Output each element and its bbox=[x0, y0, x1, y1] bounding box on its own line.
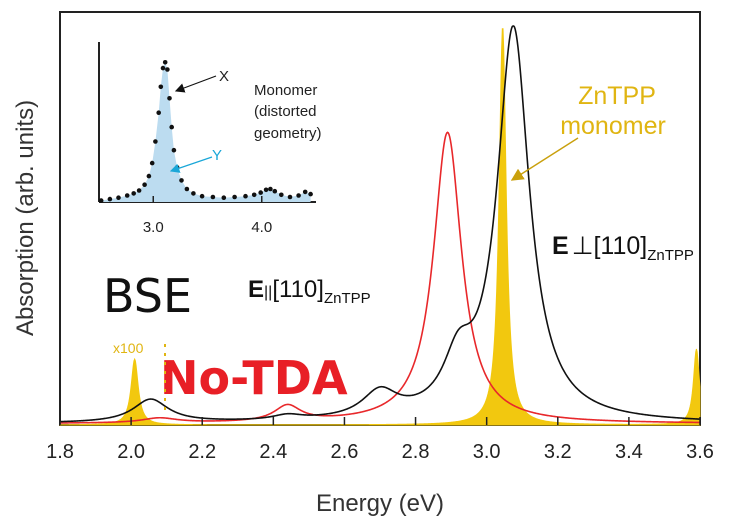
inset-dot bbox=[279, 192, 284, 198]
inset-dot bbox=[221, 195, 227, 200]
inset-label-x: X bbox=[219, 68, 229, 85]
series-e-parallel-line bbox=[60, 131, 701, 424]
inset-dot bbox=[160, 65, 166, 71]
inset-note-line-1: Monomer bbox=[254, 82, 317, 99]
x-axis-title: Energy (eV) bbox=[316, 490, 444, 517]
inset-tick-label: 3.0 bbox=[143, 219, 164, 236]
x-tick-label: 2.6 bbox=[331, 441, 359, 463]
inset-dotted-curve bbox=[98, 60, 313, 203]
inset-dot bbox=[199, 193, 205, 199]
inset-dot bbox=[156, 110, 161, 115]
x-tick-label: 3.6 bbox=[686, 441, 714, 463]
inset-dot bbox=[162, 60, 168, 65]
series-e-perpendicular bbox=[59, 25, 701, 423]
y-axis-title: Absorption (arb. units) bbox=[12, 100, 39, 336]
inset-dot bbox=[158, 84, 164, 90]
inset-tick-label: 4.0 bbox=[251, 219, 272, 236]
inset-dot bbox=[124, 193, 130, 198]
x-tick-label: 3.2 bbox=[544, 441, 572, 463]
bse-label: BSE bbox=[103, 269, 192, 323]
inset-dot bbox=[210, 194, 216, 200]
inset-dot bbox=[107, 196, 113, 202]
inset-fill-area bbox=[101, 62, 311, 202]
series-zntpp-monomer bbox=[59, 28, 701, 426]
inset-dot bbox=[167, 96, 172, 101]
inset-dot bbox=[258, 190, 264, 195]
x100-label: x100 bbox=[113, 340, 144, 356]
inset-x-ticks: 3.0 4.0 bbox=[143, 196, 272, 236]
x-tick-label: 3.0 bbox=[473, 441, 501, 463]
inset-dot bbox=[243, 193, 248, 199]
x-tick-label: 2.2 bbox=[188, 441, 216, 463]
inset-dot bbox=[131, 191, 136, 196]
inset-dot bbox=[146, 173, 152, 179]
inset-dot bbox=[142, 182, 147, 187]
series-zntpp-monomer-area bbox=[59, 28, 701, 426]
inset-dot bbox=[136, 188, 142, 193]
inset-dot bbox=[302, 189, 308, 195]
inset-dot bbox=[287, 194, 293, 200]
inset-dot bbox=[308, 191, 313, 197]
inset-dot bbox=[272, 188, 278, 194]
x-axis-ticks: 1.8 2.0 2.2 2.4 2.6 2.8 3.0 3.2 3.4 3.6 bbox=[46, 417, 714, 463]
monomer-arrow bbox=[510, 137, 579, 181]
inset-dot bbox=[263, 187, 269, 193]
e-parallel-label: E||[110]ZnTPP bbox=[248, 276, 371, 307]
inset-dot bbox=[149, 160, 155, 166]
inset-note-line-2: (distorted bbox=[254, 103, 317, 120]
monomer-label-line-2: monomer bbox=[560, 112, 666, 140]
no-tda-label: No-TDA bbox=[160, 351, 348, 405]
inset-arrow-y bbox=[169, 156, 213, 173]
inset-dot bbox=[169, 124, 174, 130]
inset-note-line-3: geometry) bbox=[254, 125, 322, 142]
inset-dot bbox=[251, 192, 257, 198]
monomer-label-line-1: ZnTPP bbox=[578, 82, 656, 110]
inset-dot bbox=[98, 198, 104, 203]
inset-dot bbox=[184, 186, 190, 192]
x-tick-label: 2.0 bbox=[117, 441, 145, 463]
e-perp-label: E ⊥[110]ZnTPP bbox=[552, 232, 694, 264]
x-tick-label: 1.8 bbox=[46, 441, 74, 463]
series-e-parallel bbox=[60, 131, 701, 424]
inset-dot bbox=[165, 67, 170, 72]
inset-dot bbox=[171, 147, 177, 153]
inset-plot: 3.0 4.0 Monomer (distorted geometry) X Y bbox=[98, 42, 322, 236]
x-tick-label: 2.8 bbox=[402, 441, 430, 463]
inset-dot bbox=[116, 195, 121, 200]
x-tick-label: 2.4 bbox=[259, 441, 287, 463]
inset-arrow-x bbox=[174, 75, 217, 93]
series-e-perpendicular-line bbox=[59, 25, 701, 423]
x-tick-label: 3.4 bbox=[615, 441, 643, 463]
inset-dot bbox=[153, 139, 158, 144]
inset-label-y: Y bbox=[212, 147, 222, 164]
inset-dot bbox=[268, 186, 273, 192]
inset-dot bbox=[232, 194, 237, 200]
inset-dot bbox=[179, 178, 184, 183]
inset-dot bbox=[191, 191, 196, 196]
inset-dot bbox=[296, 193, 301, 198]
